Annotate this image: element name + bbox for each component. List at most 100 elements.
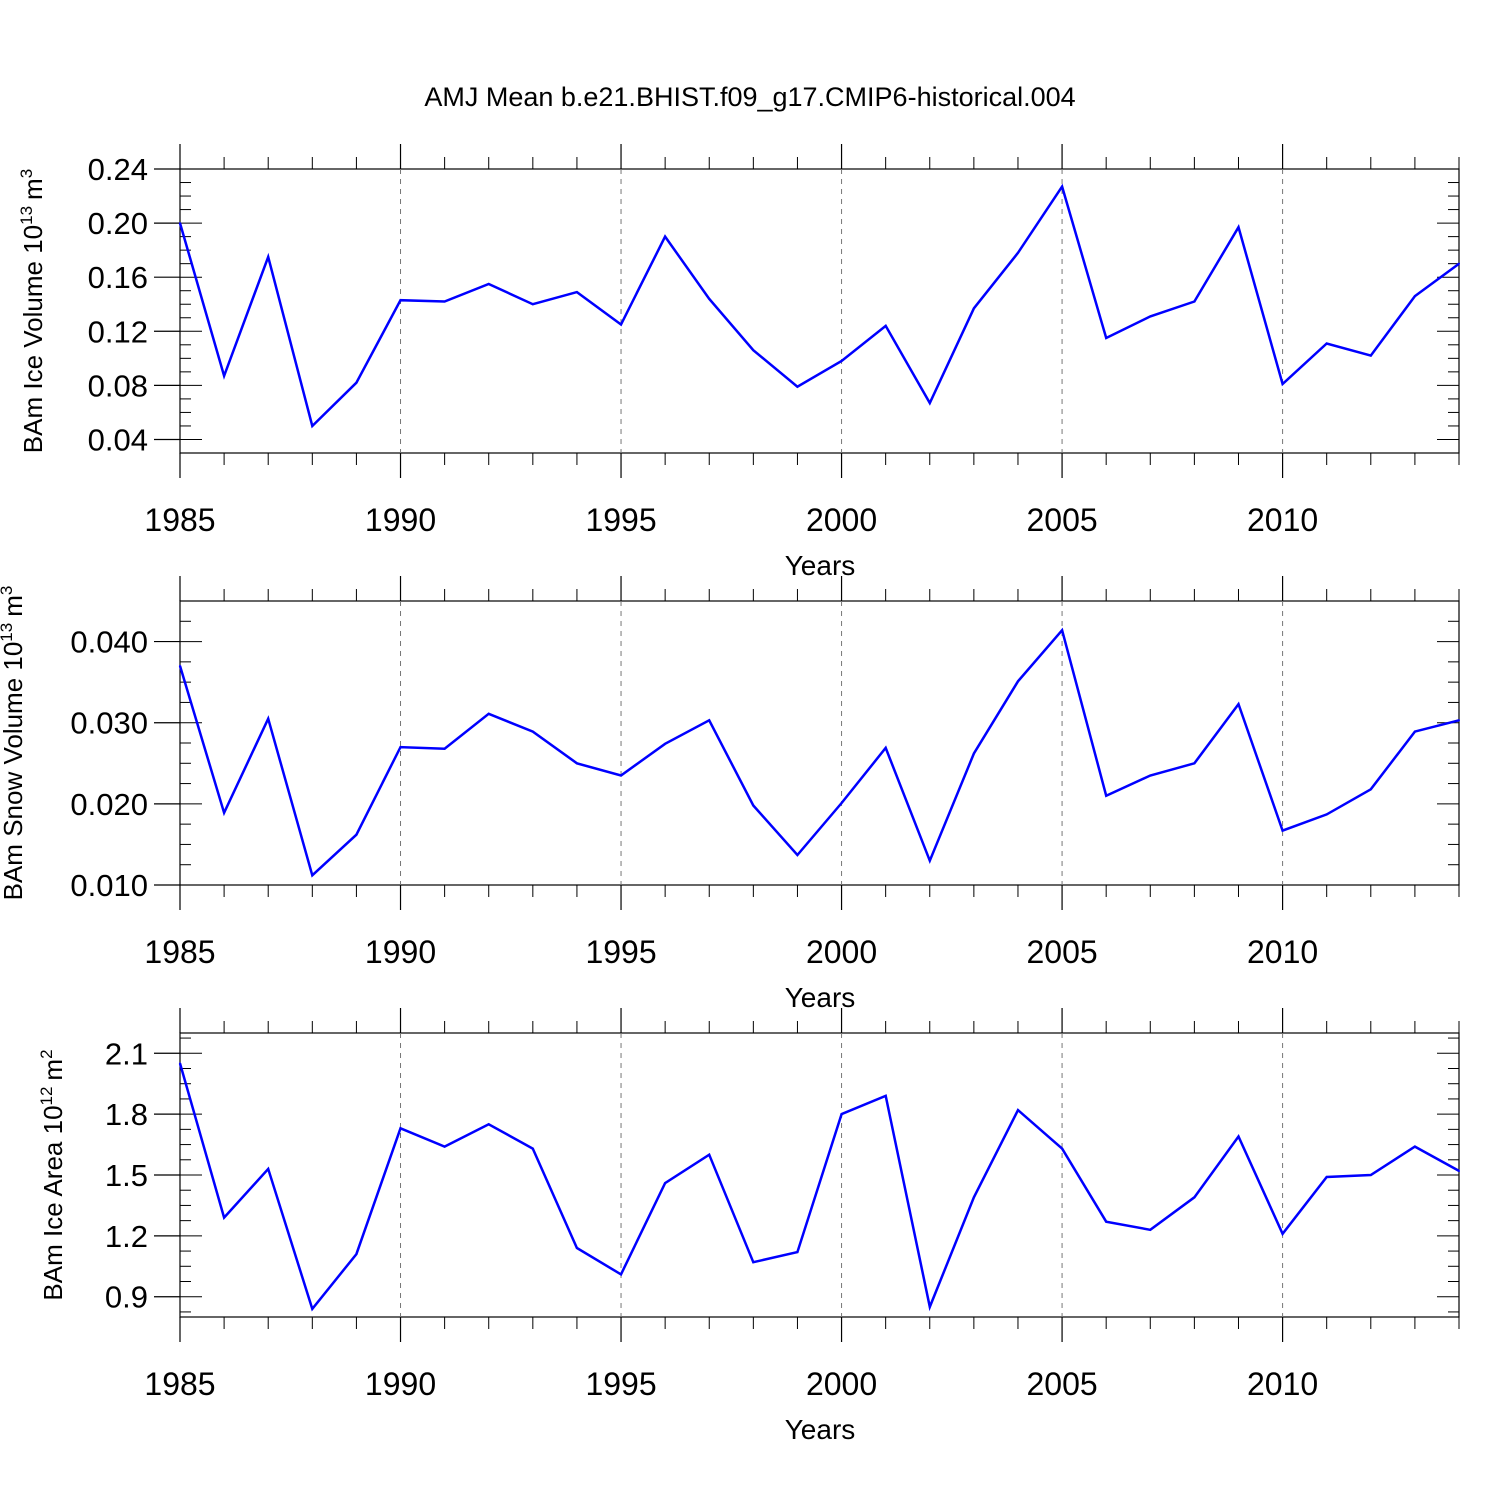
y-tick-label: 0.040: [70, 625, 148, 660]
y-tick-label: 0.08: [88, 368, 148, 403]
data-point: [355, 833, 358, 836]
data-point: [972, 307, 975, 310]
y-axis-label-exponent: 13: [0, 623, 16, 642]
data-point: [752, 1261, 755, 1264]
data-point: [575, 1247, 578, 1250]
x-tick-label: 2000: [806, 934, 877, 970]
chart-panel: 1985 1990 1995 2000 2005 2010 0.04 0.08 0.12 0.16…: [17, 144, 1460, 581]
y-tick-label: 0.9: [105, 1280, 148, 1315]
data-point: [223, 811, 226, 814]
data-point: [1237, 703, 1240, 706]
data-point: [620, 1273, 623, 1276]
x-tick-label: 2005: [1026, 934, 1097, 970]
y-axis-label-unit-exponent: 3: [0, 586, 16, 595]
data-point: [1016, 1109, 1019, 1112]
data-point: [620, 774, 623, 777]
data-point: [1061, 1147, 1064, 1150]
data-point: [223, 1216, 226, 1219]
data-point: [267, 717, 270, 720]
data-point: [928, 859, 931, 862]
chart-panel: 1985 1990 1995 2000 2005 2010 0.010 0.020 0.030 0…: [0, 576, 1460, 1013]
data-point: [884, 746, 887, 749]
y-tick-label: 0.04: [88, 422, 148, 457]
data-point: [1325, 342, 1328, 345]
y-axis-label: BAm Snow Volume 1013 m3: [0, 586, 28, 901]
data-point: [708, 719, 711, 722]
data-point: [664, 235, 667, 238]
data-point: [1325, 1176, 1328, 1179]
data-point: [1105, 337, 1108, 340]
data-point: [1105, 1220, 1108, 1223]
y-tick-label: 0.12: [88, 314, 148, 349]
x-tick-label: 1990: [365, 1366, 436, 1402]
data-point: [223, 374, 226, 377]
y-tick-label: 0.010: [70, 868, 148, 903]
y-axis-label-text: BAm Ice Volume 10: [18, 225, 48, 453]
data-point: [531, 303, 534, 306]
x-tick-label: 1995: [585, 502, 656, 538]
y-axis-label-unit: m: [0, 595, 28, 617]
data-point: [487, 712, 490, 715]
data-point: [311, 1307, 314, 1310]
data-point: [179, 222, 181, 225]
y-tick-label: 0.20: [88, 206, 148, 241]
data-point: [1193, 300, 1196, 303]
y-tick-label: 0.030: [70, 706, 148, 741]
data-point: [928, 401, 931, 404]
data-point: [972, 1196, 975, 1199]
data-point: [840, 1113, 843, 1116]
y-axis-label-text: BAm Snow Volume 10: [0, 642, 28, 901]
data-point: [1105, 794, 1108, 797]
data-point: [1016, 680, 1019, 683]
data-point: [796, 1251, 799, 1254]
data-point: [840, 802, 843, 805]
data-point: [708, 1153, 711, 1156]
y-axis-label-unit-exponent: 2: [37, 1049, 56, 1058]
data-point: [1149, 315, 1152, 318]
data-point: [531, 1147, 534, 1150]
x-tick-label: 1990: [365, 502, 436, 538]
data-series-line: [178, 627, 1460, 878]
data-point: [399, 299, 402, 302]
x-tick-label: 2005: [1026, 502, 1097, 538]
data-point: [575, 762, 578, 765]
y-axis-label-unit: m: [18, 178, 48, 200]
data-point: [179, 1062, 181, 1065]
data-point: [884, 1094, 887, 1097]
y-tick-label: 0.16: [88, 260, 148, 295]
y-tick-label: 0.24: [88, 152, 148, 187]
data-point: [1369, 788, 1372, 791]
y-tick-label: 1.8: [105, 1097, 148, 1132]
data-point: [1061, 629, 1064, 632]
data-point: [179, 664, 181, 667]
chart-title: AMJ Mean b.e21.BHIST.f09_g17.CMIP6-histo…: [424, 82, 1075, 112]
data-point: [1061, 185, 1064, 188]
data-point: [1369, 1174, 1372, 1176]
chart-panel: 1985 1990 1995 2000 2005 2010 0.9 1.2 1.5 1.8 2.1 Y…: [37, 1008, 1460, 1445]
data-point: [752, 349, 755, 352]
data-point: [1149, 774, 1152, 777]
data-point: [1413, 1145, 1416, 1148]
y-tick-label: 1.2: [105, 1219, 148, 1254]
y-tick-label: 0.020: [70, 787, 148, 822]
y-axis-label-text: BAm Ice Area 10: [38, 1105, 68, 1300]
data-point: [1413, 730, 1416, 733]
data-point: [443, 300, 446, 303]
x-tick-label: 1985: [144, 502, 215, 538]
data-series-line: [178, 183, 1460, 429]
data-point: [664, 1182, 667, 1185]
x-tick-label: 2010: [1247, 502, 1318, 538]
data-point: [1193, 1196, 1196, 1199]
x-axis-label: Years: [785, 982, 856, 1013]
x-tick-label: 1985: [144, 934, 215, 970]
data-point: [267, 1167, 270, 1170]
data-point: [267, 255, 270, 258]
x-tick-label: 2010: [1247, 934, 1318, 970]
data-point: [928, 1305, 931, 1308]
y-axis-label-unit-exponent: 3: [17, 169, 36, 178]
data-point: [575, 291, 578, 294]
x-tick-label: 2000: [806, 502, 877, 538]
data-point: [1016, 251, 1019, 254]
data-point: [1281, 829, 1284, 832]
data-point: [1193, 762, 1196, 765]
